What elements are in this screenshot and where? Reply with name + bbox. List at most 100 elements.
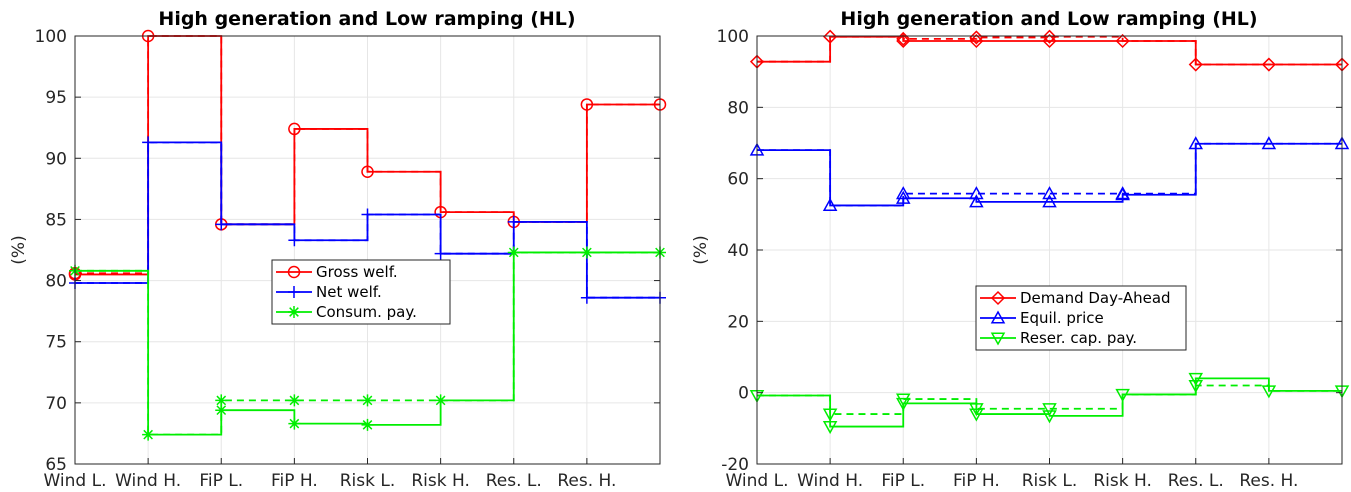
data-point — [288, 417, 301, 430]
data-point — [580, 291, 593, 304]
y-tick-label: 80 — [45, 272, 67, 292]
data-point — [896, 33, 911, 49]
legend-marker — [990, 310, 1006, 324]
data-point — [895, 186, 911, 200]
x-tick-label: FiP L. — [199, 471, 243, 491]
x-tick-label: Wind H. — [797, 471, 863, 491]
left-legend: Gross welf. Net welf. Consum. pay. — [271, 259, 451, 325]
data-point — [288, 394, 301, 407]
data-point — [1042, 403, 1057, 417]
data-point — [969, 194, 984, 208]
y-tick-label: 100 — [717, 27, 749, 47]
series-line — [757, 35, 1342, 66]
left-y-axis-label: (%) — [9, 235, 29, 264]
x-tick-label: Res. L. — [486, 471, 542, 491]
legend-item: Net welf. — [276, 283, 382, 301]
y-tick-label: 90 — [45, 149, 67, 169]
data-point — [434, 247, 447, 260]
y-tick-label: 65 — [45, 455, 67, 475]
x-tick-label: Res. L. — [1168, 471, 1224, 491]
data-point — [1261, 385, 1277, 399]
data-point — [969, 186, 984, 200]
data-point — [1261, 57, 1276, 72]
data-point — [215, 394, 228, 407]
data-point — [1188, 379, 1204, 394]
series-line — [757, 142, 1342, 207]
right-grid — [756, 35, 1343, 465]
data-point — [1042, 186, 1057, 200]
data-point — [1042, 194, 1057, 208]
data-point — [895, 393, 911, 407]
y-tick-label: 85 — [45, 210, 67, 230]
data-point — [215, 218, 228, 231]
data-point — [1188, 136, 1204, 150]
legend-label: Net welf. — [316, 283, 382, 301]
legend-marker — [287, 265, 301, 279]
x-tick-label: Wind L. — [43, 471, 106, 491]
right-series — [749, 29, 1350, 435]
data-point — [969, 30, 984, 45]
legend-label: Consum. pay. — [316, 303, 417, 321]
data-point — [822, 197, 838, 211]
legend-label: Reser. cap. pay. — [1020, 329, 1137, 347]
left-chart-panel: 65 70 75 80 85 90 95 100 Wind L. Wind H. FiP L. Fi… — [9, 8, 667, 491]
data-point — [1115, 33, 1130, 49]
legend-marker — [288, 286, 300, 298]
series-reser-cap-pay- — [749, 372, 1350, 435]
data-point — [822, 421, 838, 435]
x-tick-label: Risk H. — [411, 471, 470, 491]
series-dashed-line — [757, 384, 1342, 415]
x-tick-label: FiP H. — [953, 471, 1000, 491]
y-tick-label: 0 — [738, 384, 749, 404]
left-y-ticks: 65 70 75 80 85 90 95 100 — [35, 27, 660, 475]
y-tick-label: 80 — [727, 98, 749, 118]
data-point — [1042, 410, 1057, 424]
legend-label: Gross welf. — [316, 263, 398, 281]
x-tick-label: Res. H. — [557, 471, 616, 491]
data-point — [434, 394, 447, 407]
right-chart-title: High generation and Low ramping (HL) — [840, 8, 1257, 30]
legend-item: Demand Day-Ahead — [980, 289, 1171, 307]
data-point — [361, 418, 374, 431]
legend-marker — [990, 332, 1006, 346]
data-point — [969, 408, 984, 422]
right-x-ticks: Wind L. Wind H. FiP L. FiP H. Risk L. Risk H.… — [725, 458, 1343, 491]
data-point — [215, 404, 228, 417]
data-point — [969, 403, 984, 417]
right-chart-panel: -20 0 20 40 60 80 100 Wind L. Wind H. FiP L. FiP … — [691, 8, 1350, 491]
right-y-axis-label: (%) — [691, 235, 711, 264]
data-point — [507, 246, 520, 259]
left-x-ticks: Wind L. Wind H. FiP L. FiP H. Risk L. Risk H.… — [43, 458, 661, 491]
legend-marker — [990, 290, 1006, 306]
x-tick-label: Risk L. — [340, 471, 396, 491]
data-point — [361, 394, 374, 407]
data-point — [288, 122, 301, 136]
legend-item: Consum. pay. — [276, 303, 417, 321]
data-point — [895, 190, 911, 204]
x-tick-label: FiP L. — [881, 471, 925, 491]
data-point — [507, 215, 520, 228]
data-point — [580, 246, 593, 259]
series-demand-day-ahead — [749, 29, 1350, 72]
right-legend: Demand Day-Ahead Equil. price Reser. cap. … — [975, 285, 1187, 351]
data-point — [1115, 388, 1130, 402]
y-tick-label: 100 — [35, 27, 67, 47]
data-point — [895, 397, 911, 411]
legend-marker — [288, 306, 300, 318]
legend-item: Reser. cap. pay. — [980, 329, 1137, 347]
data-point — [361, 208, 374, 221]
data-point — [580, 98, 594, 111]
x-tick-label: Risk L. — [1022, 471, 1078, 491]
data-point — [823, 29, 838, 44]
x-tick-label: FiP H. — [271, 471, 318, 491]
series-line — [75, 141, 660, 299]
legend-label: Demand Day-Ahead — [1020, 289, 1171, 307]
right-y-ticks: -20 0 20 40 60 80 100 — [717, 27, 1342, 475]
legend-item: Equil. price — [980, 309, 1104, 327]
y-tick-label: 20 — [727, 312, 749, 332]
series-equil-price — [749, 136, 1350, 211]
y-tick-label: 75 — [45, 333, 67, 353]
data-point — [1042, 29, 1057, 44]
x-tick-label: Wind H. — [115, 471, 181, 491]
